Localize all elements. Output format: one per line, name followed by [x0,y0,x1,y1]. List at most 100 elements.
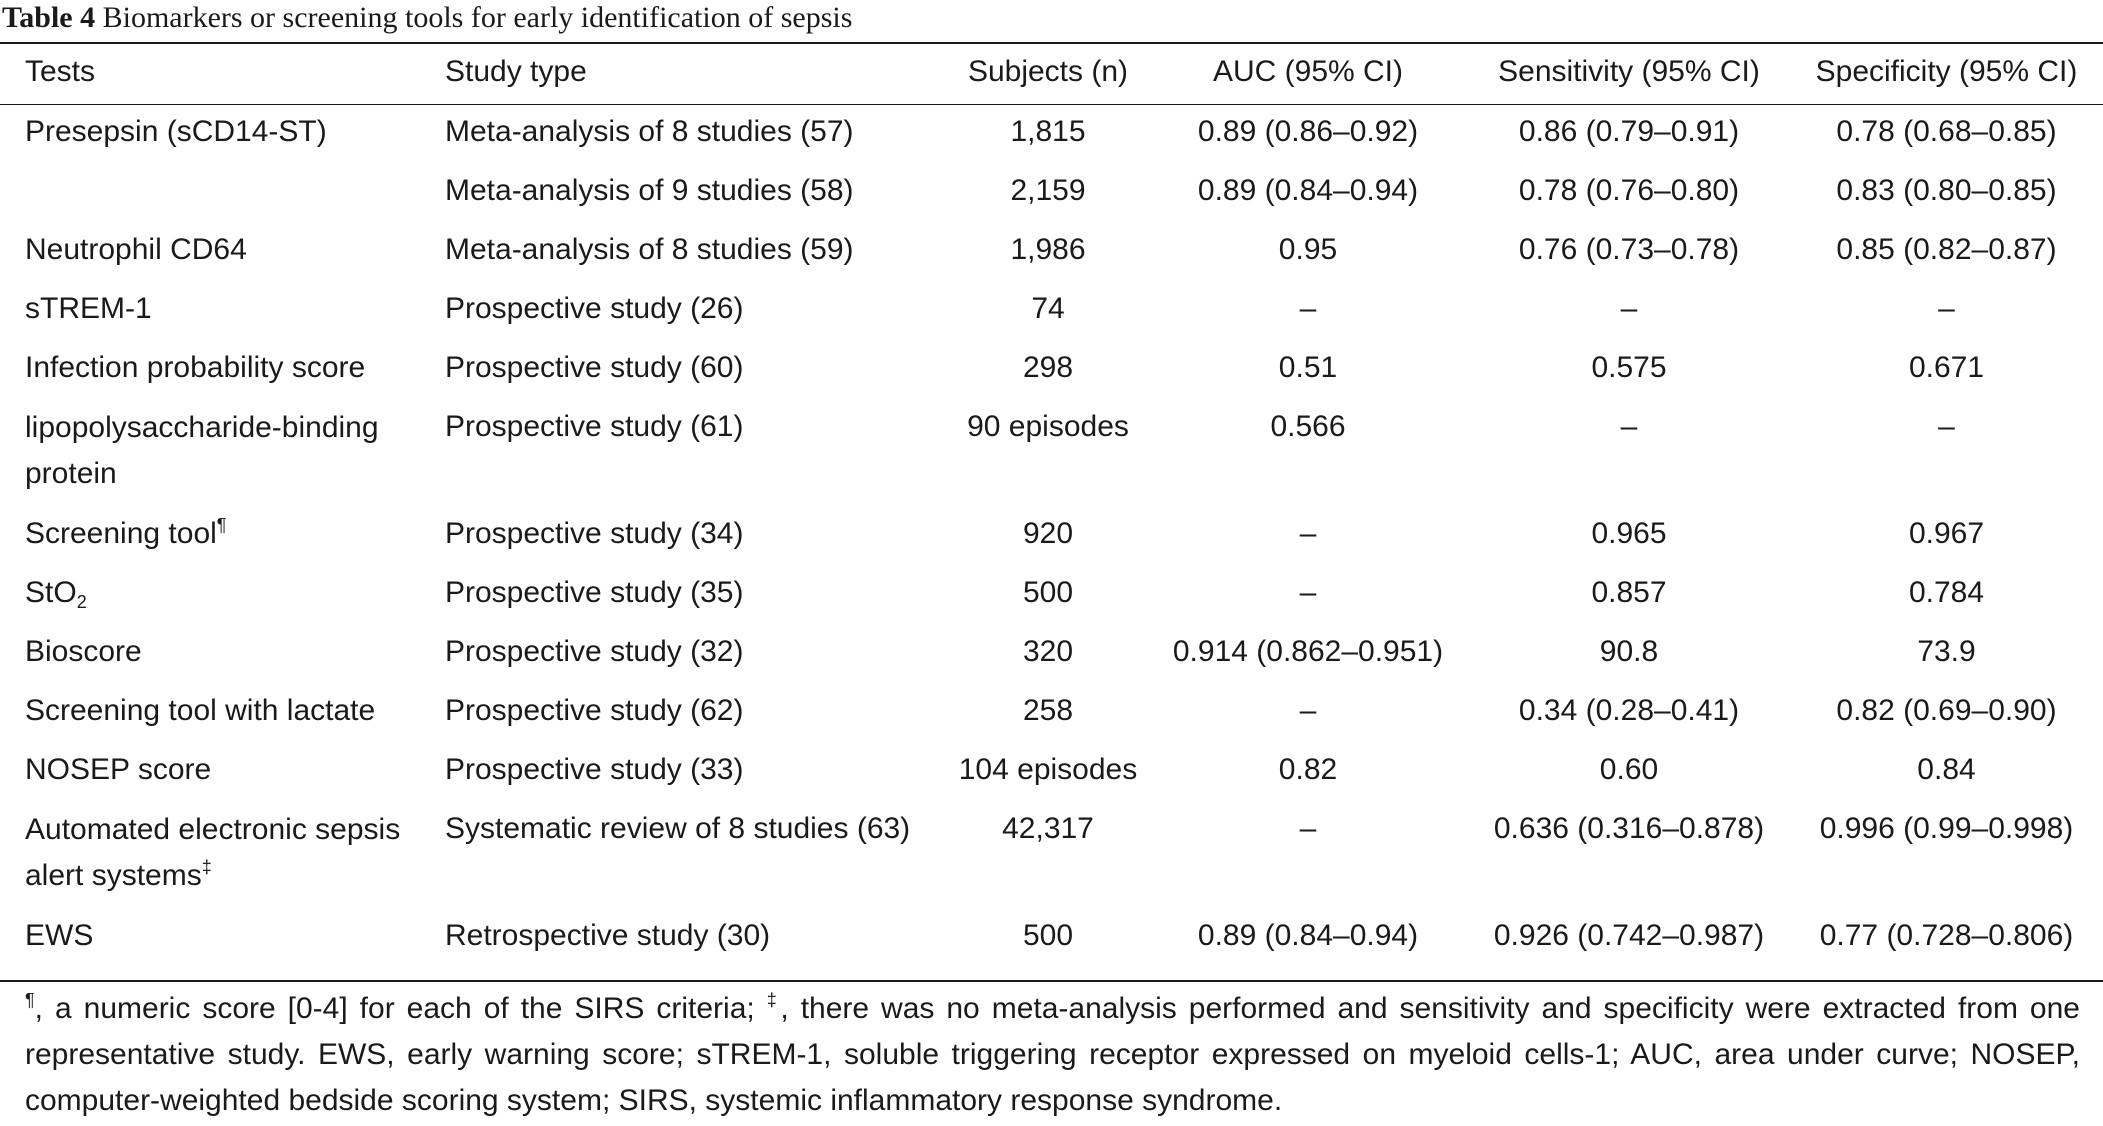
cell-subjects: 2,159 [1010,174,1086,207]
cell-specificity: 0.671 [1908,351,1985,384]
table-row: NOSEP score Prospective study (33) 104 e… [0,748,2103,807]
cell-subjects: 1,986 [1010,233,1086,266]
table-top-rule [0,42,2103,44]
cell-specificity: 0.784 [1908,576,1985,609]
cell-subjects: 500 [1022,919,1074,952]
cell-sensitivity: 0.857 [1591,576,1667,609]
cell-tests: Bioscore [25,635,142,668]
cell-tests: Screening tool with lactate [25,694,376,727]
cell-tests: Automated electronic sepsis alert system… [0,807,443,914]
cell-specificity: 0.78 (0.68–0.85) [1836,115,2057,148]
cell-specificity: 0.82 (0.69–0.90) [1836,694,2057,727]
cell-subjects: 920 [1022,517,1074,550]
cell-sensitivity: 0.60 [1599,753,1659,786]
cell-specificity: 73.9 [1917,635,1976,668]
table-row: Presepsin (sCD14-ST) Meta-analysis of 8 … [0,104,2103,169]
cell-sensitivity: 0.926 (0.742–0.987) [1493,919,1765,952]
table-row: Infection probability score Prospective … [0,346,2103,405]
double-dagger-footnote-mark: ‡ [766,990,781,1010]
cell-auc: – [1299,292,1317,325]
cell-specificity: 0.77 (0.728–0.806) [1819,919,2074,952]
cell-tests-text: StO [25,576,77,609]
cell-auc: 0.89 (0.84–0.94) [1197,174,1419,207]
cell-specificity: – [1938,292,1955,325]
cell-auc: – [1299,517,1317,550]
table-caption: Table 4 Biomarkers or screening tools fo… [2,0,852,36]
cell-specificity: 0.996 (0.99–0.998) [1819,812,2074,845]
cell-subjects: 90 episodes [967,410,1129,443]
table-bottom-rule [0,980,2103,982]
header-sensitivity: Sensitivity (95% CI) [1498,55,1760,88]
table-footnote: ¶, a numeric score [0-4] for each of the… [25,986,2080,1124]
cell-auc: 0.95 [1278,233,1338,266]
cell-study-type: Prospective study (61) [445,410,744,443]
cell-subjects: 1,815 [1010,115,1086,148]
cell-sensitivity: 0.636 (0.316–0.878) [1493,812,1765,845]
cell-auc: 0.51 [1278,351,1338,384]
cell-specificity: – [1938,410,1955,443]
cell-study-type: Systematic review of 8 studies (63) [445,812,911,845]
table-row: Screening tool with lactate Prospective … [0,689,2103,748]
cell-tests: EWS [25,919,94,952]
cell-study-type: Prospective study (34) [445,517,744,550]
cell-study-type: Meta-analysis of 8 studies (57) [445,115,854,148]
table-row: Bioscore Prospective study (32) 320 0.91… [0,630,2103,689]
table-row: Automated electronic sepsis alert system… [0,807,2103,914]
cell-subjects: 500 [1022,576,1074,609]
cell-study-type: Prospective study (33) [445,753,744,786]
table-row: sTREM-1 Prospective study (26) 74 – – – [0,287,2103,346]
cell-subjects: 104 episodes [958,753,1138,786]
table-row: Neutrophil CD64 Meta-analysis of 8 studi… [0,228,2103,287]
table-row: lipopolysaccharide-binding protein Prosp… [0,405,2103,512]
cell-auc: 0.89 (0.84–0.94) [1197,919,1419,952]
cell-sensitivity: – [1620,410,1638,443]
cell-sensitivity: 0.34 (0.28–0.41) [1518,694,1740,727]
double-dagger-footnote-mark: ‡ [201,857,212,877]
cell-auc: – [1299,576,1317,609]
cell-sensitivity: 0.78 (0.76–0.80) [1518,174,1740,207]
pilcrow-footnote-mark: ¶ [25,990,35,1010]
cell-tests: Screening tool¶ [0,512,443,571]
cell-study-type: Prospective study (60) [445,351,744,384]
cell-tests-text: Screening tool [25,517,217,550]
cell-auc: – [1299,694,1317,727]
cell-subjects: 258 [1022,694,1074,727]
cell-study-type: Meta-analysis of 9 studies (58) [445,174,854,207]
header-subjects: Subjects (n) [967,55,1129,88]
table-body: Presepsin (sCD14-ST) Meta-analysis of 8 … [0,104,2103,973]
cell-tests [0,169,443,228]
header-row: Tests Study type Subjects (n) AUC (95% C… [0,44,2103,104]
header-tests: Tests [25,55,96,88]
cell-study-type: Prospective study (26) [445,292,744,325]
cell-tests: sTREM-1 [25,292,152,325]
cell-specificity: 0.85 (0.82–0.87) [1836,233,2057,266]
cell-subjects: 42,317 [1002,812,1094,845]
cell-study-type: Retrospective study (30) [445,919,771,952]
cell-auc: 0.566 [1270,410,1346,443]
subscript: 2 [76,592,87,612]
cell-tests-text: Automated electronic sepsis alert system… [25,813,401,892]
pilcrow-footnote-mark: ¶ [216,515,227,535]
cell-sensitivity: – [1620,292,1638,325]
cell-auc: – [1299,812,1317,845]
cell-auc: 0.914 (0.862–0.951) [1172,635,1444,668]
cell-tests: Neutrophil CD64 [25,233,247,266]
footnote-text-1: , a numeric score [0-4] for each of the … [34,992,767,1025]
cell-sensitivity: 90.8 [1599,635,1659,668]
cell-specificity: 0.84 [1917,753,1976,786]
cell-auc: 0.82 [1278,753,1338,786]
cell-tests: NOSEP score [25,753,212,786]
table-row: Meta-analysis of 9 studies (58) 2,159 0.… [0,169,2103,228]
cell-study-type: Prospective study (32) [445,635,744,668]
cell-specificity: 0.967 [1908,517,1985,550]
cell-specificity: 0.83 (0.80–0.85) [1836,174,2057,207]
cell-sensitivity: 0.965 [1591,517,1667,550]
cell-subjects: 74 [1031,292,1065,325]
cell-sensitivity: 0.76 (0.73–0.78) [1518,233,1740,266]
table-row: Screening tool¶ Prospective study (34) 9… [0,512,2103,571]
cell-study-type: Meta-analysis of 8 studies (59) [445,233,854,266]
cell-tests: Infection probability score [25,351,366,384]
table-caption-text: Biomarkers or screening tools for early … [95,1,853,34]
header-auc: AUC (95% CI) [1212,55,1404,88]
